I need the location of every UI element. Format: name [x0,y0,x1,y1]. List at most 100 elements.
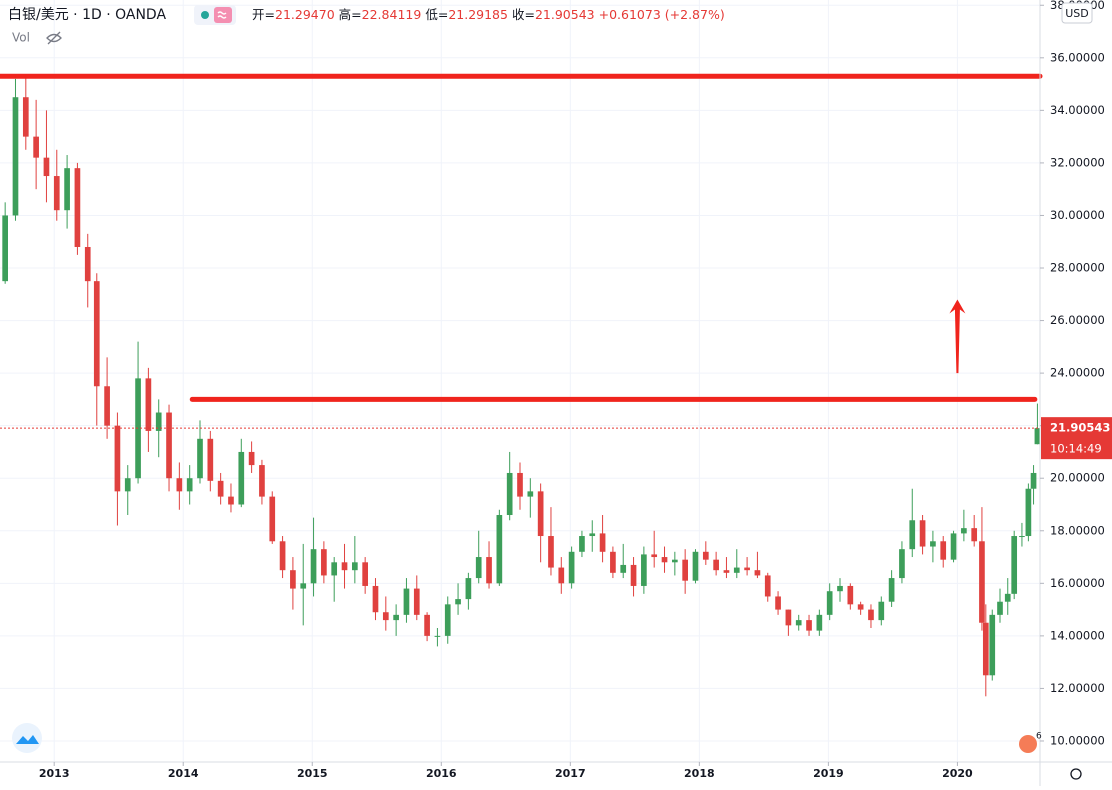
candle-body [610,551,616,573]
candle-body [816,614,823,631]
candle-body [145,378,152,431]
candle-body [888,578,895,602]
candle-body [847,585,854,605]
candle-body [982,622,989,676]
candle-body [403,588,410,615]
legend-change: +0.61073 (+2.87%) [599,7,725,22]
y-tick-label: 18.00000 [1050,523,1105,537]
candle-body [878,601,885,621]
candle-body [84,246,91,282]
candle-body [248,451,255,466]
candle-body [837,585,843,592]
candle-body [434,635,441,637]
y-tick-label: 28.00000 [1050,261,1105,275]
candle-body [548,536,554,568]
candle-body [692,551,699,581]
candle-body [1025,488,1032,537]
candle-body [930,541,936,547]
candle-body [723,570,730,573]
y-tick-label: 36.00000 [1050,50,1105,64]
y-tick-label: 34.00000 [1050,103,1105,117]
candle-body [352,562,358,571]
y-tick-label: 24.00000 [1050,366,1105,380]
legend-value: 21.29185 [448,7,508,22]
notification-count: 6 [1036,732,1042,742]
candle-body [413,588,420,615]
candle-body [114,425,121,492]
legend-key: 开 [252,7,265,22]
x-tick-label: 2017 [555,767,586,780]
candle-body [176,478,183,492]
candle-body [997,601,1003,615]
x-tick-label: 2020 [942,767,973,780]
candle-body [785,609,792,626]
legend-eq: = [524,7,534,22]
candle-body [2,215,9,282]
candle-body [155,412,162,431]
candle-body [135,378,141,479]
x-tick-label: 2019 [813,767,844,780]
legend-key: 高 [339,7,352,22]
legend-value: 21.90543 [535,7,595,22]
legend-value: 22.84119 [362,7,422,22]
candle-body [444,604,451,636]
candle-body [22,97,29,137]
candle-body [599,533,606,552]
candle-body [961,528,967,534]
candle-body [372,585,379,613]
candle-body [93,281,100,387]
legend-eq: = [351,7,361,22]
candle-body [651,554,658,558]
candle-body [1034,428,1041,445]
candle-body [290,570,296,589]
candle-body [672,559,678,563]
legend-key: 低 [425,7,438,22]
candle-body [682,559,688,581]
arrow [949,299,966,374]
currency-label: USD [1065,7,1089,20]
x-tick-label: 2015 [297,767,328,780]
candle-body [919,520,926,547]
candle-body [300,583,307,589]
candle-body [259,465,265,497]
candle-body [43,157,50,177]
ohlc-legend: 开=21.29470 高=22.84119 低=21.29185 收=21.90543… [252,7,725,22]
candle-body [279,541,286,571]
settings-icon[interactable] [1070,768,1082,780]
candle-body [393,614,399,621]
market-status-dot [201,11,209,19]
candle-body [53,176,60,211]
legend-eq: = [438,7,448,22]
candle-body [775,596,781,610]
candle-body [506,472,513,516]
candle-body [661,557,668,563]
x-tick-label: 2018 [684,767,715,780]
y-tick-label: 16.00000 [1050,576,1105,590]
candle-body [166,412,172,479]
candle-body [104,386,110,426]
candle-body [764,575,771,597]
candle-body [1019,536,1025,538]
candle-body [641,554,647,586]
candle-body [1011,536,1018,594]
data-icon-glyph [217,11,227,19]
x-tick-label: 2016 [426,767,457,780]
candle-body [806,620,812,631]
candle-body [228,496,234,505]
candle-body [620,564,627,573]
legend-eq: = [265,7,275,22]
y-tick-label: 30.00000 [1050,208,1105,222]
candle-body [1030,472,1037,489]
countdown-label: 10:14:49 [1050,442,1102,456]
candle-body [795,620,802,626]
candle-body [186,478,193,492]
notification-icon[interactable] [1019,735,1037,753]
y-tick-label: 10.00000 [1050,733,1105,747]
candle-body [702,551,709,560]
hide-icon[interactable] [46,31,62,45]
candle-body [940,541,947,560]
currency-box[interactable] [1061,2,1093,24]
logo[interactable] [16,735,39,744]
